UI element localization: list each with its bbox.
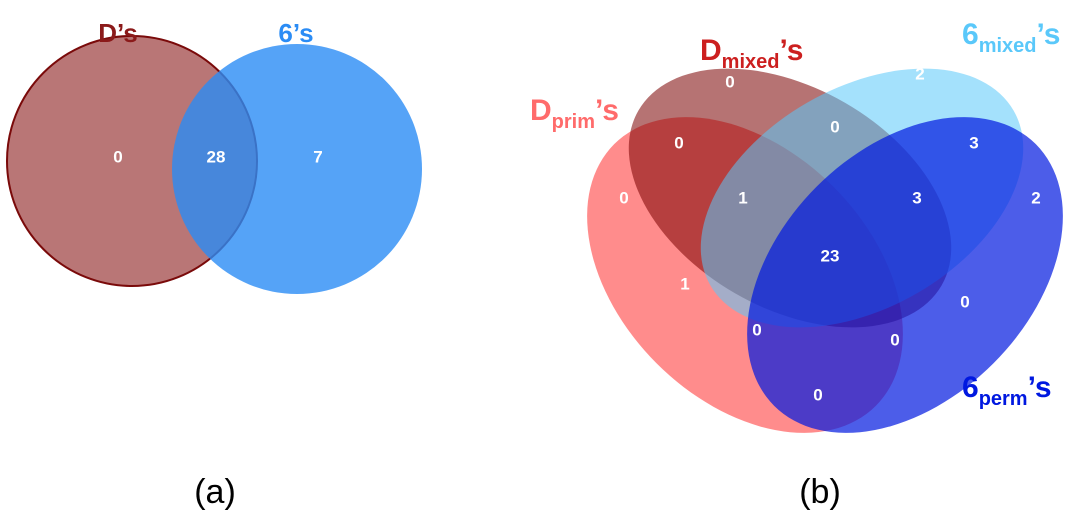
region-dprim-only: 0 <box>619 188 628 207</box>
venn-b: Dmixed’s 6mixed’s Dprim’s 6perm’s 0 2 0 … <box>530 18 1063 511</box>
region-6-only: 7 <box>313 147 322 166</box>
set-6perm-base: 6 <box>962 371 979 404</box>
set-d-label: D’s <box>98 18 138 48</box>
set-dprim-sub: prim <box>552 111 595 133</box>
region-dprim-6mixed-6perm: 0 <box>752 320 761 339</box>
region-d-only: 0 <box>113 147 122 166</box>
region-dprim-6mixed: 1 <box>680 274 689 293</box>
set-dmixed-suffix: ’s <box>779 34 803 67</box>
set-6perm-sub: perm <box>979 388 1028 410</box>
region-dprim-dmixed-6perm: 0 <box>890 330 899 349</box>
region-dprim-dmixed: 0 <box>674 133 683 152</box>
panel-label-a: (a) <box>194 473 236 511</box>
region-6mixed-only: 2 <box>915 64 924 83</box>
set-6mixed-base: 6 <box>962 18 979 51</box>
venn-a: D’s 6’s 0 28 7 (a) <box>6 18 422 511</box>
region-6perm-only: 2 <box>1031 188 1040 207</box>
set-6-circle <box>172 44 422 294</box>
region-dmixed-6mixed-6perm: 3 <box>912 188 921 207</box>
set-6-label: 6’s <box>278 18 313 48</box>
region-dprim-dmixed-6mixed: 1 <box>738 188 747 207</box>
set-6mixed-label: 6mixed’s <box>962 18 1060 57</box>
region-both: 28 <box>207 147 226 166</box>
set-6mixed-sub: mixed <box>979 35 1037 57</box>
set-6perm-suffix: ’s <box>1028 371 1052 404</box>
region-dmixed-6mixed: 0 <box>830 117 839 136</box>
set-dprim-label: Dprim’s <box>530 94 619 133</box>
region-6mixed-6perm: 3 <box>969 133 978 152</box>
set-dprim-suffix: ’s <box>595 94 619 127</box>
set-dprim-base: D <box>530 94 552 127</box>
region-dmixed-only: 0 <box>725 72 734 91</box>
set-6perm-ellipse <box>747 117 1063 433</box>
region-dprim-6perm: 0 <box>813 385 822 404</box>
set-6mixed-suffix: ’s <box>1037 18 1061 51</box>
set-dmixed-base: D <box>700 34 722 67</box>
set-dmixed-label: Dmixed’s <box>700 34 803 73</box>
region-dmixed-6perm: 0 <box>960 292 969 311</box>
set-6perm-label: 6perm’s <box>962 371 1052 410</box>
panel-label-b: (b) <box>799 473 841 511</box>
set-dmixed-sub: mixed <box>722 51 780 73</box>
region-all-four: 23 <box>821 246 840 265</box>
